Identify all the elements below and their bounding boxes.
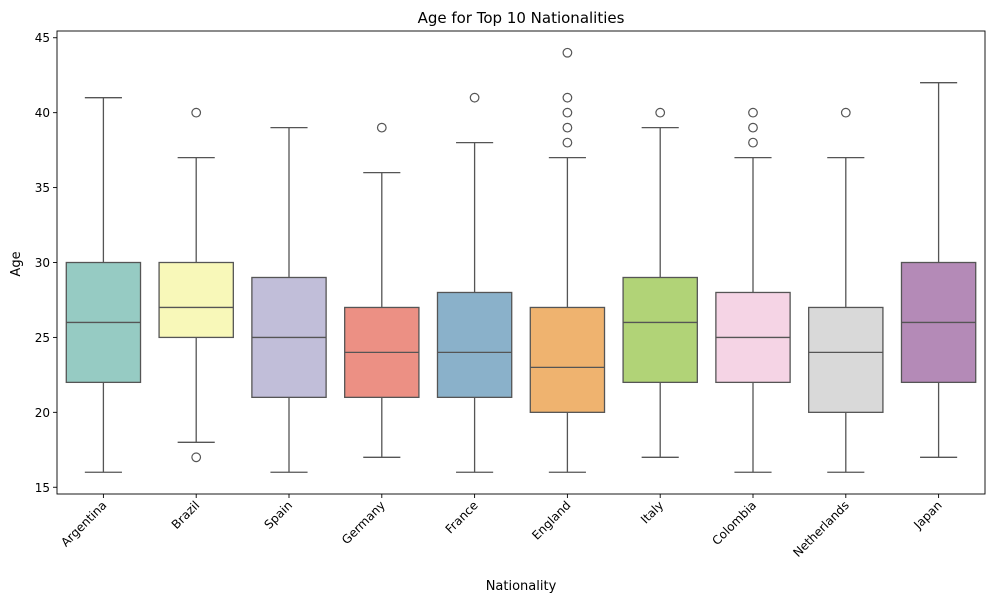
box-group-japan xyxy=(900,82,977,458)
y-tick-label: 30 xyxy=(35,256,50,270)
box-group-italy xyxy=(622,107,698,458)
y-tick-label: 20 xyxy=(35,406,50,420)
x-axis: Argentina Brazil Spain Germany France England… xyxy=(58,494,945,560)
outlier-point xyxy=(562,47,573,58)
y-tick-label: 15 xyxy=(35,481,50,495)
box xyxy=(436,291,513,399)
y-axis: 15 20 25 30 35 40 45 xyxy=(35,31,57,495)
outlier-point xyxy=(562,107,573,118)
x-tick-label: France xyxy=(443,498,481,536)
outlier-point xyxy=(191,107,202,118)
outlier-point xyxy=(748,137,758,148)
outlier-point xyxy=(840,107,851,118)
chart-title: Age for Top 10 Nationalities xyxy=(418,9,625,27)
box xyxy=(529,306,606,413)
box-group-brazil xyxy=(158,107,234,463)
outlier-point xyxy=(562,137,573,148)
y-tick-label: 25 xyxy=(35,331,50,345)
y-tick-label: 35 xyxy=(35,181,50,195)
outlier-point xyxy=(562,92,573,103)
box xyxy=(622,276,698,384)
outlier-point xyxy=(469,92,480,103)
y-axis-label: Age xyxy=(9,251,24,276)
x-tick-label: Argentina xyxy=(58,498,109,549)
box-group-england xyxy=(529,47,606,473)
box-group-netherlands xyxy=(808,107,884,473)
x-tick-label: Brazil xyxy=(169,498,203,532)
box-group-germany xyxy=(344,122,420,458)
x-tick-label: Spain xyxy=(262,498,296,532)
outlier-point xyxy=(376,122,387,133)
outlier-point xyxy=(191,452,202,463)
x-tick-label: Netherlands xyxy=(790,498,852,560)
outlier-point xyxy=(562,122,573,133)
box-group-france xyxy=(436,92,513,473)
x-tick-label: Germany xyxy=(339,498,388,547)
x-tick-label: Japan xyxy=(910,498,944,532)
x-tick-label: Colombia xyxy=(709,498,759,548)
x-tick-label: England xyxy=(529,498,573,542)
box xyxy=(158,261,234,339)
box-group-spain xyxy=(251,126,327,473)
box-group-colombia xyxy=(715,107,791,473)
x-axis-label: Nationality xyxy=(486,579,557,594)
outlier-point xyxy=(748,107,758,118)
y-tick-label: 45 xyxy=(35,31,50,45)
x-tick-label: Italy xyxy=(638,498,666,526)
box xyxy=(808,306,884,413)
plot-area xyxy=(56,30,986,495)
outlier-point xyxy=(748,122,758,133)
box-group-argentina xyxy=(65,97,142,473)
y-tick-label: 40 xyxy=(35,106,50,120)
outlier-point xyxy=(655,107,666,118)
